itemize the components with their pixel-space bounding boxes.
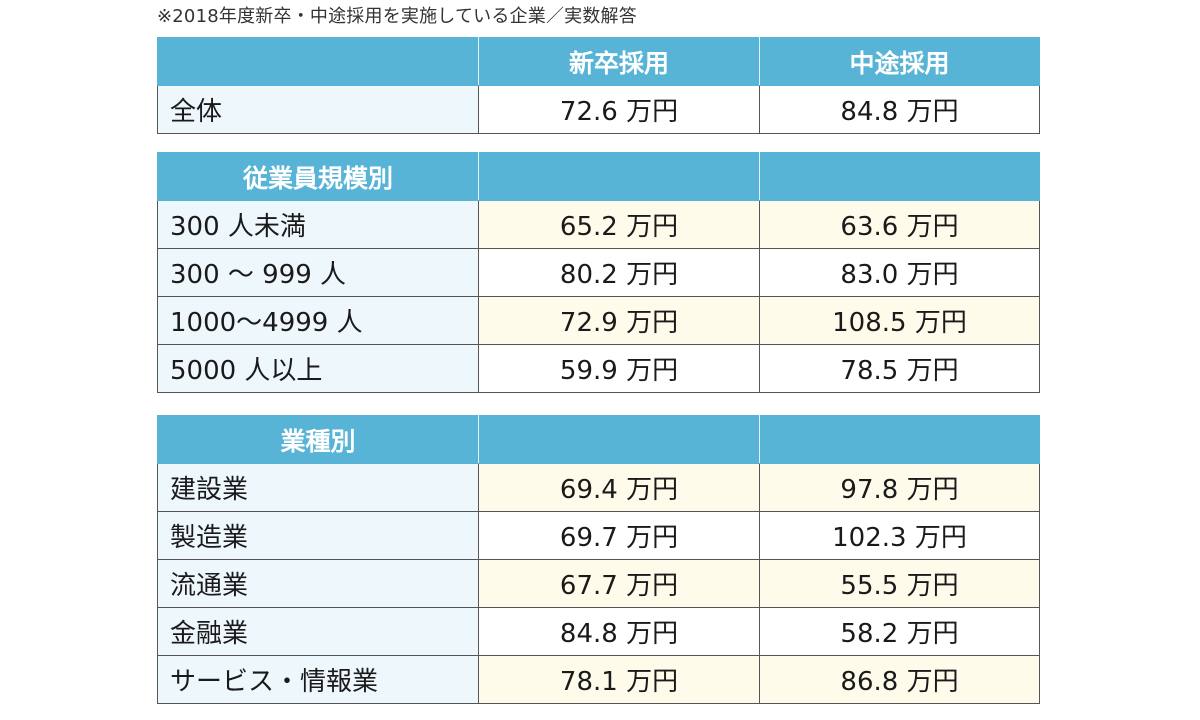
section-title: 従業員規模別: [157, 152, 479, 201]
mid-career-value: 102.3 万円: [759, 511, 1040, 560]
row-label: 全体: [157, 85, 479, 134]
column-header-mid-career: 中途採用: [759, 37, 1040, 86]
table-row: 1000～4999 人 72.9 万円 108.5 万円: [157, 296, 1040, 345]
column-header-new-grad: 新卒採用: [478, 37, 760, 86]
mid-career-value: 55.5 万円: [759, 559, 1040, 608]
industry-table: 業種別 建設業 69.4 万円 97.8 万円 製造業 69.7 万円 102.…: [157, 415, 1040, 704]
mid-career-value: 84.8 万円: [759, 85, 1040, 134]
section-header-blank: [759, 152, 1040, 201]
row-label: サービス・情報業: [157, 655, 479, 704]
new-grad-value: 59.9 万円: [478, 344, 760, 393]
section-header-blank: [759, 415, 1040, 464]
table-row: 300 人未満 65.2 万円 63.6 万円: [157, 200, 1040, 249]
row-label: 金融業: [157, 607, 479, 656]
size-table: 従業員規模別 300 人未満 65.2 万円 63.6 万円 300 ～ 999…: [157, 152, 1040, 393]
new-grad-value: 67.7 万円: [478, 559, 760, 608]
new-grad-value: 72.9 万円: [478, 296, 760, 345]
mid-career-value: 97.8 万円: [759, 463, 1040, 512]
column-header-row: 新卒採用 中途採用: [157, 37, 1040, 86]
mid-career-value: 108.5 万円: [759, 296, 1040, 345]
survey-note: ※2018年度新卒・中途採用を実施している企業／実数解答: [157, 6, 637, 27]
row-label: 流通業: [157, 559, 479, 608]
mid-career-value: 78.5 万円: [759, 344, 1040, 393]
section-header-size: 従業員規模別: [157, 152, 1040, 201]
mid-career-value: 86.8 万円: [759, 655, 1040, 704]
overall-table: 新卒採用 中途採用 全体 72.6 万円 84.8 万円: [157, 37, 1040, 134]
section-title: 業種別: [157, 415, 479, 464]
row-label: 300 ～ 999 人: [157, 248, 479, 297]
new-grad-value: 78.1 万円: [478, 655, 760, 704]
table-row: 製造業 69.7 万円 102.3 万円: [157, 511, 1040, 560]
table-row: 金融業 84.8 万円 58.2 万円: [157, 607, 1040, 656]
row-label: 建設業: [157, 463, 479, 512]
table-row: 300 ～ 999 人 80.2 万円 83.0 万円: [157, 248, 1040, 297]
section-header-blank: [478, 152, 760, 201]
table-row: サービス・情報業 78.1 万円 86.8 万円: [157, 655, 1040, 704]
row-label: 300 人未満: [157, 200, 479, 249]
row-label: 5000 人以上: [157, 344, 479, 393]
table-row-overall: 全体 72.6 万円 84.8 万円: [157, 85, 1040, 134]
new-grad-value: 84.8 万円: [478, 607, 760, 656]
table-row: 建設業 69.4 万円 97.8 万円: [157, 463, 1040, 512]
new-grad-value: 69.4 万円: [478, 463, 760, 512]
row-label: 製造業: [157, 511, 479, 560]
table-row: 5000 人以上 59.9 万円 78.5 万円: [157, 344, 1040, 393]
column-header-label: [157, 37, 479, 86]
new-grad-value: 72.6 万円: [478, 85, 760, 134]
new-grad-value: 65.2 万円: [478, 200, 760, 249]
mid-career-value: 83.0 万円: [759, 248, 1040, 297]
row-label: 1000～4999 人: [157, 296, 479, 345]
mid-career-value: 63.6 万円: [759, 200, 1040, 249]
new-grad-value: 69.7 万円: [478, 511, 760, 560]
mid-career-value: 58.2 万円: [759, 607, 1040, 656]
section-header-blank: [478, 415, 760, 464]
table-row: 流通業 67.7 万円 55.5 万円: [157, 559, 1040, 608]
section-header-industry: 業種別: [157, 415, 1040, 464]
new-grad-value: 80.2 万円: [478, 248, 760, 297]
